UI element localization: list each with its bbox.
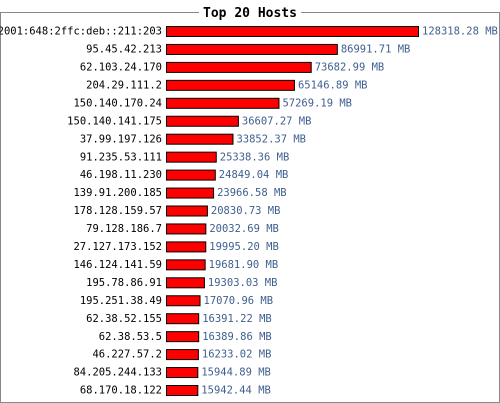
traffic-bar: [166, 115, 239, 127]
bars-group: 2001:648:2ffc:deb::211:203 128318.28 MB95…: [0, 26, 498, 397]
traffic-bar: [166, 133, 234, 145]
traffic-bar: [166, 151, 217, 163]
traffic-bar: [166, 26, 419, 37]
host-label: 37.99.197.126: [80, 133, 162, 145]
host-label: 139.91.200.185: [73, 187, 162, 199]
bar-value-label: 128318.28 MB: [422, 26, 498, 38]
bar-value-label: 20032.69 MB: [209, 223, 279, 235]
host-label: 195.78.86.91: [86, 277, 162, 289]
traffic-bar: [166, 187, 215, 199]
bar-value-label: 36607.27 MB: [242, 115, 312, 127]
host-label: 27.127.173.152: [73, 241, 162, 253]
host-label: 46.198.11.230: [80, 169, 162, 181]
host-label: 84.205.244.133: [73, 367, 162, 379]
traffic-bar: [166, 223, 207, 235]
bar-value-label: 33852.37 MB: [236, 133, 306, 145]
bar-value-label: 57269.19 MB: [282, 97, 352, 109]
host-label: 150.140.141.175: [67, 115, 162, 127]
host-label: 62.38.53.5: [99, 331, 162, 343]
traffic-bar: [166, 169, 216, 181]
host-label: 195.251.38.49: [80, 295, 162, 307]
bar-value-label: 19303.03 MB: [208, 277, 278, 289]
bar-value-label: 16391.22 MB: [202, 313, 272, 325]
host-label: 178.128.159.57: [73, 205, 162, 217]
bar-value-label: 73682.99 MB: [315, 62, 385, 74]
traffic-bar: [166, 43, 338, 55]
bar-value-label: 16389.86 MB: [202, 331, 272, 343]
traffic-bar: [166, 385, 199, 396]
bar-value-label: 20830.73 MB: [211, 205, 281, 217]
host-label: 95.45.42.213: [86, 44, 162, 56]
traffic-bar: [166, 97, 280, 109]
host-label: 79.128.186.7: [86, 223, 162, 235]
traffic-bar: [166, 61, 312, 73]
host-label: 62.103.24.170: [80, 62, 162, 74]
bar-value-label: 86991.71 MB: [341, 44, 411, 56]
host-label: 46.227.57.2: [92, 349, 162, 361]
traffic-bar: [166, 349, 199, 361]
traffic-bar: [166, 331, 200, 343]
traffic-bar: [166, 295, 201, 307]
host-label: 204.29.111.2: [86, 79, 162, 91]
bar-value-label: 23966.58 MB: [217, 187, 287, 199]
host-label: 2001:648:2ffc:deb::211:203: [0, 26, 162, 38]
traffic-bar: [166, 313, 200, 325]
bar-value-label: 25338.36 MB: [220, 151, 290, 163]
bar-value-label: 15944.89 MB: [201, 367, 271, 379]
traffic-bar: [166, 241, 207, 253]
host-label: 68.170.18.122: [80, 385, 162, 397]
chart-title: Top 20 Hosts: [203, 6, 297, 21]
host-label: 146.124.141.59: [73, 259, 162, 271]
host-label: 150.140.170.24: [73, 97, 162, 109]
traffic-bar: [166, 79, 295, 91]
bar-value-label: 16233.02 MB: [202, 349, 272, 361]
bar-value-label: 24849.04 MB: [219, 169, 289, 181]
traffic-bar: [166, 367, 199, 379]
traffic-bar: [166, 259, 206, 271]
traffic-bar: [166, 277, 205, 289]
host-label: 91.235.53.111: [80, 151, 162, 163]
host-label: 62.38.52.155: [86, 313, 162, 325]
bar-value-label: 15942.44 MB: [201, 385, 271, 397]
bar-value-label: 19681.90 MB: [209, 259, 279, 271]
bar-value-label: 65146.89 MB: [298, 79, 368, 91]
bar-value-label: 19995.20 MB: [209, 241, 279, 253]
traffic-bar: [166, 205, 208, 217]
bar-value-label: 17070.96 MB: [204, 295, 274, 307]
